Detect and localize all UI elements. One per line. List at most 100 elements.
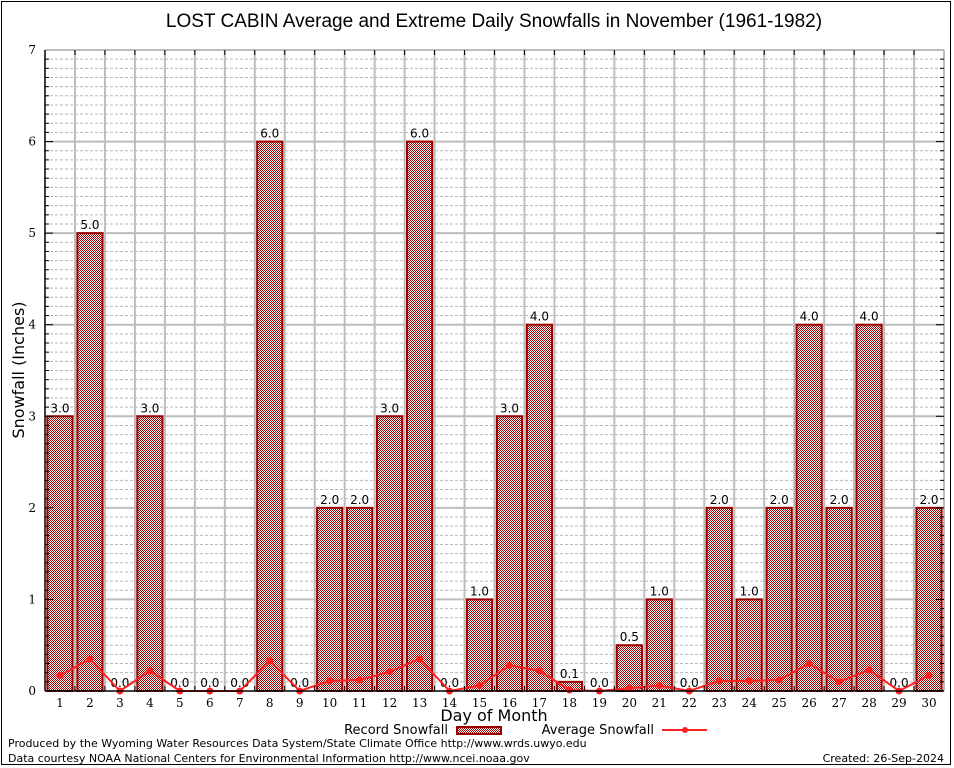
x-tick-label: 4	[146, 696, 154, 710]
average-point-day-24	[745, 677, 753, 685]
y-tick-label: 1	[28, 592, 36, 606]
footer-produced-by: Produced by the Wyoming Water Resources …	[8, 737, 587, 750]
legend-marker-average	[682, 727, 688, 733]
bar-value-label: 0.1	[560, 667, 579, 681]
legend-label-average: Average Snowfall	[542, 723, 654, 738]
x-tick-label: 13	[412, 696, 427, 710]
average-point-day-20	[625, 684, 633, 692]
x-tick-labels: 1 2 3 4 5 6 7 8 9 10 11 12 13 14 15 16 17 18 19 20 21 22 23 24 2…	[56, 696, 936, 710]
bar-record-day-8	[256, 140, 284, 693]
bar-value-label: 1.0	[740, 584, 759, 598]
bar-record-day-4	[136, 415, 164, 692]
bar-value-label: 5.0	[80, 218, 99, 232]
bar-value-label: 2.0	[710, 493, 729, 507]
x-tick-label: 2	[86, 696, 94, 710]
average-point-day-4	[146, 667, 154, 675]
average-point-day-16	[505, 661, 513, 669]
bar-record-day-24	[735, 598, 763, 693]
bar-value-label: 3.0	[50, 401, 69, 415]
bar-record-day-1	[46, 415, 74, 692]
bar-record-day-20	[615, 644, 643, 693]
bars	[46, 140, 943, 693]
bar-value-label: 2.0	[919, 493, 938, 507]
average-line	[56, 655, 933, 695]
bar-value-label: 6.0	[260, 127, 279, 141]
x-tick-label: 19	[592, 696, 607, 710]
bar-value-label: 0.0	[680, 676, 699, 690]
y-axis-label: Snowfall (Inches)	[9, 301, 28, 438]
x-tick-label: 27	[831, 696, 846, 710]
bar-value-label: 4.0	[530, 310, 549, 324]
bar-value-label: 4.0	[800, 310, 819, 324]
bar-record-day-12	[376, 415, 404, 692]
average-point-day-10	[326, 677, 334, 685]
bar-record-day-28	[855, 323, 883, 692]
y-tick-label: 3	[28, 409, 36, 423]
x-tick-label: 21	[652, 696, 667, 710]
y-tick-labels: 0 1 2 3 4 5 6 7	[28, 43, 36, 698]
average-point-day-17	[535, 667, 543, 675]
bar-value-label: 0.0	[590, 676, 609, 690]
x-tick-label: 5	[176, 696, 184, 710]
footer-data-courtesy: Data courtesy NOAA National Centers for …	[8, 752, 530, 765]
bar-record-day-16	[495, 415, 524, 692]
x-tick-label: 6	[206, 696, 214, 710]
bar-value-label: 2.0	[830, 493, 849, 507]
average-point-day-26	[805, 660, 813, 668]
axes	[44, 49, 945, 692]
bar-record-day-11	[346, 506, 374, 692]
y-tick-label: 0	[28, 684, 36, 698]
x-tick-label: 25	[772, 696, 787, 710]
average-point-day-15	[476, 682, 484, 690]
average-point-day-30	[925, 671, 933, 679]
bar-record-day-15	[465, 598, 494, 693]
bar-record-day-21	[645, 598, 673, 693]
bar-value-label: 2.0	[350, 493, 369, 507]
bar-value-label: 2.0	[770, 493, 789, 507]
average-point-day-12	[386, 668, 394, 676]
average-point-day-21	[655, 682, 663, 690]
bar-record-day-10	[316, 506, 344, 692]
x-tick-label: 26	[802, 696, 817, 710]
bar-record-day-17	[525, 323, 554, 692]
bar-value-label: 0.0	[200, 676, 219, 690]
bar-value-label: 4.0	[860, 310, 879, 324]
x-tick-label: 17	[532, 696, 547, 710]
y-tick-label: 7	[28, 43, 36, 57]
average-point-day-8	[266, 657, 274, 665]
footer-created-date: Created: 26-Sep-2024	[823, 752, 944, 765]
x-tick-label: 10	[322, 696, 337, 710]
bar-record-day-23	[705, 506, 733, 692]
bar-record-day-13	[405, 140, 434, 693]
x-tick-label: 23	[712, 696, 727, 710]
x-tick-label: 7	[236, 696, 244, 710]
average-point-day-28	[865, 666, 873, 674]
x-tick-label: 16	[502, 696, 517, 710]
x-tick-label: 11	[352, 696, 367, 710]
x-tick-label: 22	[682, 696, 697, 710]
x-tick-label: 12	[382, 696, 397, 710]
x-tick-label: 1	[56, 696, 64, 710]
x-tick-label: 20	[622, 696, 637, 710]
bar-value-label: 0.0	[170, 676, 189, 690]
bar-value-label: 3.0	[140, 401, 159, 415]
bar-record-day-25	[765, 506, 793, 692]
bar-value-label: 1.0	[650, 584, 669, 598]
chart-title: LOST CABIN Average and Extreme Daily Sno…	[166, 11, 822, 32]
average-point-day-11	[356, 676, 364, 684]
average-point-day-25	[775, 676, 783, 684]
legend: Record Snowfall Average Snowfall	[344, 723, 707, 738]
average-point-day-18	[565, 686, 573, 694]
x-tick-label: 8	[266, 696, 274, 710]
bar-record-day-26	[795, 323, 823, 692]
average-point-day-27	[835, 678, 843, 686]
legend-label-record: Record Snowfall	[344, 723, 448, 738]
bar-value-label: 0.5	[620, 630, 639, 644]
bar-record-day-27	[825, 506, 853, 692]
x-tick-label: 15	[472, 696, 487, 710]
y-tick-label: 6	[28, 135, 36, 149]
bar-value-label: 1.0	[470, 584, 489, 598]
bar-value-label: 6.0	[410, 127, 429, 141]
x-axis-label: Day of Month	[440, 706, 547, 725]
